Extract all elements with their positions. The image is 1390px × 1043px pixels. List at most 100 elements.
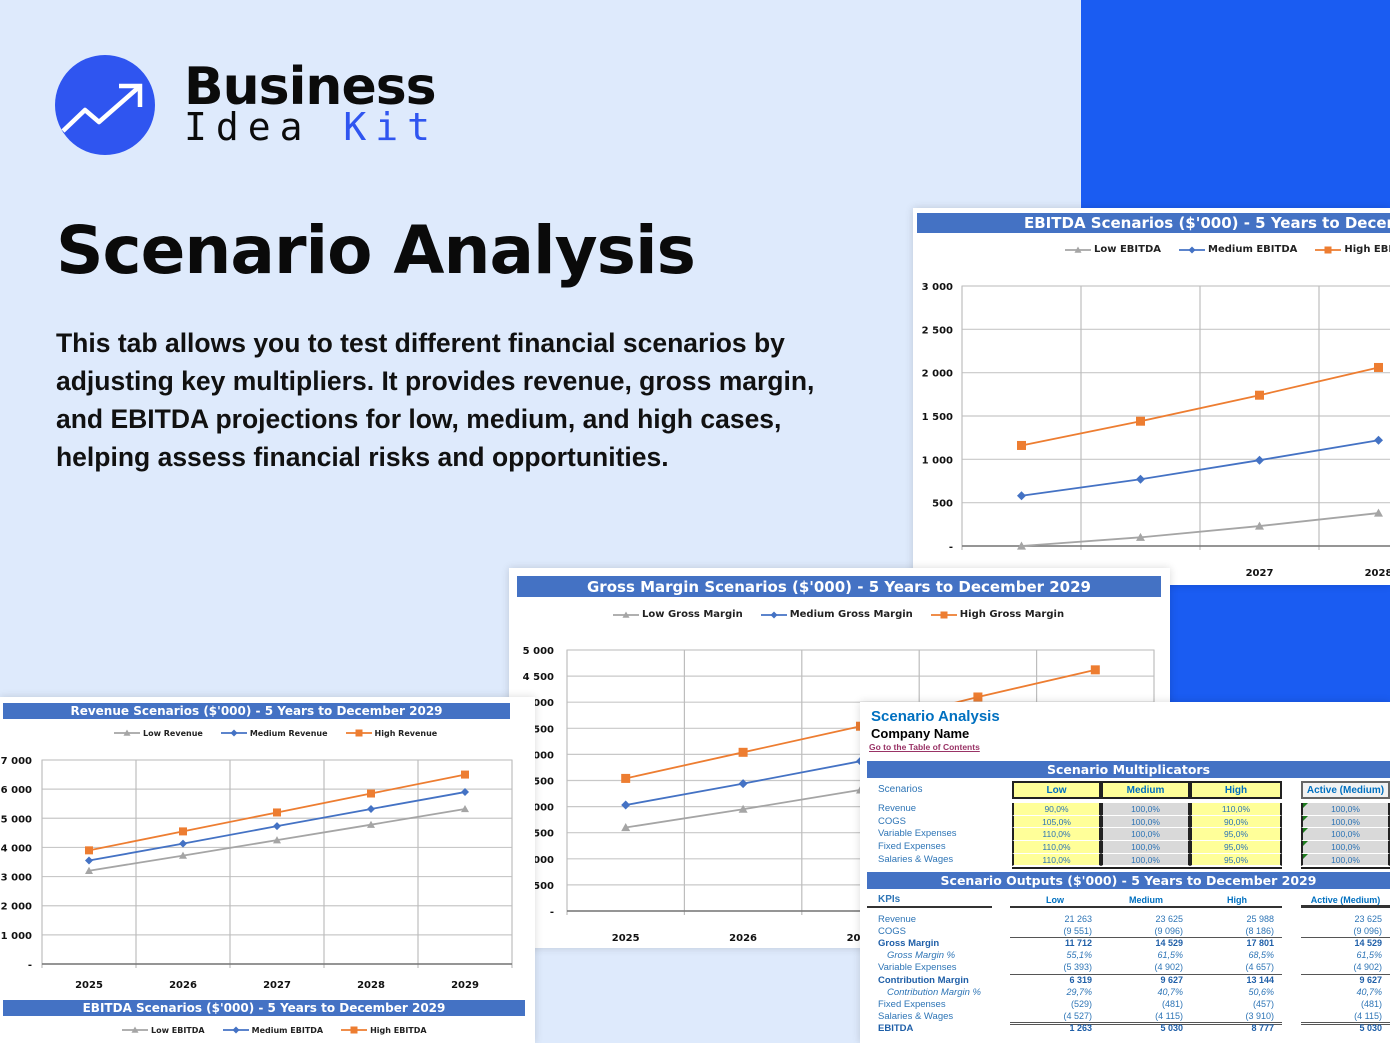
x-tick-label: 2027 xyxy=(1246,568,1274,579)
kpi-value: (4 527) xyxy=(1063,1010,1092,1021)
multiplier-label: Fixed Expenses xyxy=(878,841,946,853)
chart-title: EBITDA Scenarios ($'000) - 5 Years to De… xyxy=(3,1000,525,1016)
kpi-value: 21 263 xyxy=(1064,914,1092,924)
multiplier-input[interactable]: 100,0% xyxy=(1301,828,1390,842)
data-point-triangle xyxy=(1136,532,1145,541)
chart-legend: Low EBITDA Medium EBITDA High EBITDA xyxy=(1065,244,1390,255)
legend-label: Low Gross Margin xyxy=(642,609,743,620)
multiplier-input[interactable]: 95,0% xyxy=(1190,828,1282,842)
series-medium-revenue xyxy=(85,788,469,865)
legend-item: High Revenue xyxy=(345,728,438,738)
series-low-revenue xyxy=(85,804,469,874)
multiplier-input[interactable]: 100,0% xyxy=(1301,803,1390,816)
data-point-diamond xyxy=(1136,474,1145,484)
x-tick-label: 2028 xyxy=(357,980,385,991)
multiplier-input[interactable]: 100,0% xyxy=(1301,853,1390,867)
multiplier-input[interactable]: 90,0% xyxy=(1190,815,1282,829)
total-rule xyxy=(1010,937,1282,939)
y-tick-label: - xyxy=(28,960,32,971)
kpi-value: 14 529 xyxy=(1155,938,1183,949)
active-value: 100,0% xyxy=(1331,854,1360,865)
y-tick-label: 2 000 xyxy=(1,902,32,913)
multiplier-input[interactable]: 105,0% xyxy=(1012,815,1101,829)
series-line-segment xyxy=(1140,394,1260,423)
multiplier-input[interactable]: 110,0% xyxy=(1190,803,1282,816)
multiplier-input[interactable]: 100,0% xyxy=(1101,803,1190,816)
kpi-value: 17 801 xyxy=(1246,938,1274,949)
legend-label: High Revenue xyxy=(374,728,438,738)
y-tick-label: 1 000 xyxy=(922,455,953,466)
legend-diamond-icon xyxy=(222,1026,249,1034)
legend-triangle-icon xyxy=(122,1026,148,1033)
legend-label: High EBITDA xyxy=(1344,244,1390,255)
data-point-square xyxy=(1374,362,1383,372)
data-point-square xyxy=(973,692,983,702)
data-point-square xyxy=(273,808,281,817)
data-point-diamond xyxy=(738,779,748,789)
kpi-value: 5 030 xyxy=(1359,1022,1382,1033)
multiplier-input[interactable]: 110,0% xyxy=(1012,828,1101,842)
multiplier-input[interactable]: 95,0% xyxy=(1190,853,1282,867)
multiplier-input[interactable]: 100,0% xyxy=(1301,815,1390,829)
multiplier-input[interactable]: 100,0% xyxy=(1101,815,1190,829)
kpi-value: 23 625 xyxy=(1354,914,1382,924)
multiplier-input[interactable]: 110,0% xyxy=(1012,841,1101,854)
x-tick-label: 2026 xyxy=(169,980,197,991)
data-point-diamond xyxy=(1017,491,1026,501)
legend-item: High EBITDA xyxy=(341,1025,427,1035)
legend-item: Medium EBITDA xyxy=(222,1025,324,1035)
series-line-segment xyxy=(1021,536,1141,547)
chart-legend: Low EBITDA Medium EBITDA High EBITDA xyxy=(122,1025,427,1035)
output-column-header: High xyxy=(1227,895,1247,905)
y-tick-label: - xyxy=(550,907,554,918)
series-high-revenue xyxy=(85,770,469,855)
legend-item: Low Gross Margin xyxy=(613,609,743,620)
y-tick-label: 4 000 xyxy=(1,843,32,854)
series-line-segment xyxy=(370,791,466,810)
multiplier-input[interactable]: 100,0% xyxy=(1301,841,1390,854)
data-point-diamond xyxy=(85,856,93,865)
y-tick-label: 5 000 xyxy=(523,646,554,657)
data-point-triangle xyxy=(367,820,375,828)
kpi-value: (4 902) xyxy=(1353,962,1382,973)
kpi-value: (9 551) xyxy=(1063,926,1092,937)
data-point-diamond xyxy=(1188,246,1196,253)
data-point-diamond xyxy=(461,788,469,797)
comment-flag-icon xyxy=(1303,828,1308,834)
scenario-column-header: Medium xyxy=(1101,781,1190,799)
y-tick-label: 4 000 xyxy=(523,698,554,709)
y-tick-label: 1 500 xyxy=(922,412,953,423)
multiplier-input[interactable]: 95,0% xyxy=(1190,841,1282,854)
legend-label: Medium EBITDA xyxy=(251,1025,324,1035)
scenario-column-header: Low xyxy=(1012,781,1101,799)
multiplier-input[interactable]: 100,0% xyxy=(1101,853,1190,867)
data-point-triangle xyxy=(621,822,631,832)
legend-item: Medium Gross Margin xyxy=(760,609,913,620)
y-tick-label: 500 xyxy=(932,499,953,510)
y-tick-label: 1 000 xyxy=(523,855,554,866)
total-rule xyxy=(1301,1021,1390,1025)
series-line-segment xyxy=(1140,459,1260,481)
multiplicators-header: Scenario Multiplicators xyxy=(867,761,1390,778)
x-tick-label: 2026 xyxy=(729,933,757,944)
legend-item: High EBITDA xyxy=(1315,244,1390,255)
kpi-label: Contribution Margin xyxy=(878,974,969,986)
series-line-segment xyxy=(625,782,744,806)
legend-triangle-icon xyxy=(114,729,140,736)
multiplier-input[interactable]: 110,0% xyxy=(1012,853,1101,867)
toc-link[interactable]: Go to the Table of Contents xyxy=(869,742,980,752)
multiplier-input[interactable]: 100,0% xyxy=(1101,841,1190,854)
legend-item: Medium EBITDA xyxy=(1179,244,1297,255)
y-tick-label: 3 000 xyxy=(922,282,953,293)
multiplier-label: Revenue xyxy=(878,803,917,814)
multiplier-input[interactable]: 90,0% xyxy=(1012,803,1101,816)
data-point-square xyxy=(1255,390,1264,400)
data-point-triangle xyxy=(85,866,93,874)
multiplier-input[interactable]: 100,0% xyxy=(1101,828,1190,842)
legend-triangle-icon xyxy=(1065,246,1091,253)
data-point-square xyxy=(738,747,748,757)
kpi-value: 61,5% xyxy=(1157,950,1183,961)
data-point-triangle xyxy=(1017,541,1026,550)
sheet-title: Scenario Analysis xyxy=(871,708,1000,725)
comment-flag-icon xyxy=(1303,803,1308,808)
